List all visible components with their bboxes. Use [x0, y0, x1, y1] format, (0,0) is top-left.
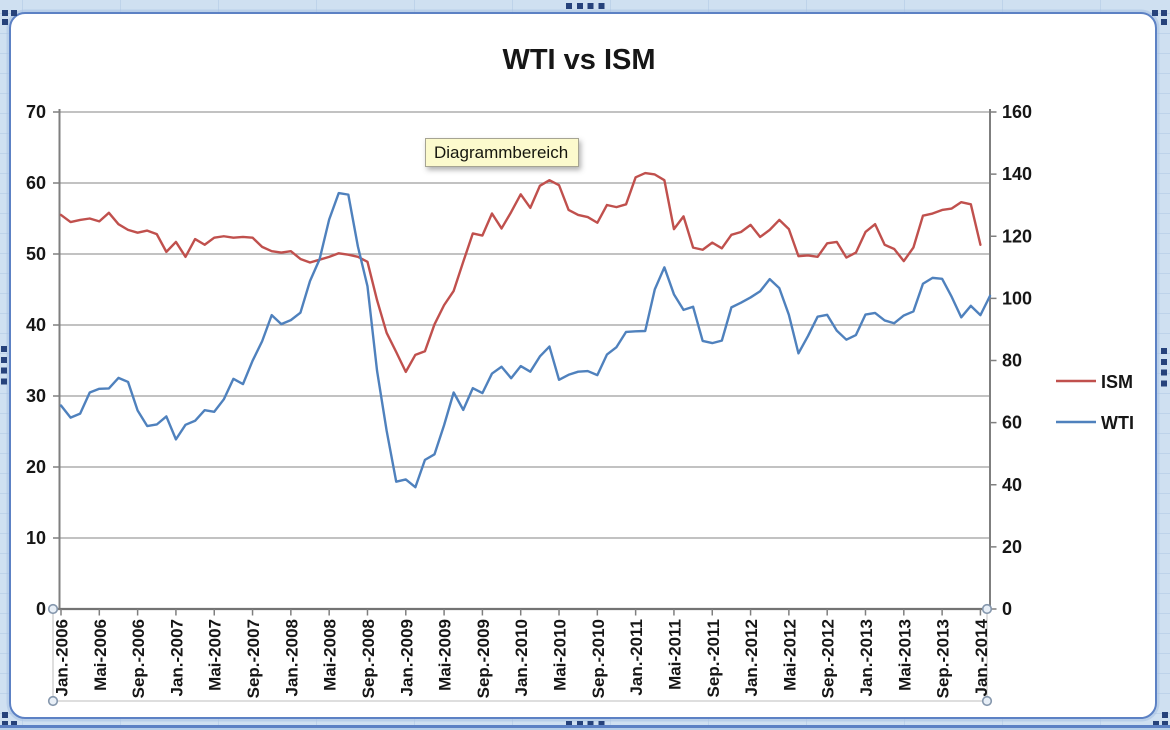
left-axis-label: 10: [26, 528, 46, 548]
object-handle-bottom-right[interactable]: [1153, 721, 1159, 727]
plot-area[interactable]: 0 10 20 30 40 50 60 70 0 20 40 60 80 100 120 140 160 Jan.…: [26, 102, 1032, 707]
x-axis-label: Mai-2009: [436, 619, 455, 691]
right-axis-label: 80: [1002, 351, 1022, 371]
right-axis-label: 140: [1002, 164, 1032, 184]
series-wti-line[interactable]: [59, 191, 992, 489]
x-axis-label: Mai-2008: [321, 619, 340, 691]
axis-selection-handle[interactable]: [47, 603, 59, 615]
object-handle-top-left[interactable]: [2, 19, 8, 25]
x-axis-label: Sep.-2012: [819, 619, 838, 698]
right-axis-label: 100: [1002, 288, 1032, 308]
axis-selection-handle[interactable]: [47, 695, 59, 707]
x-axis-label: Mai-2012: [780, 619, 799, 691]
right-axis-label: 160: [1002, 102, 1032, 122]
x-axis-label: Jan.-2011: [627, 619, 646, 696]
object-handle-bottom-left[interactable]: [11, 721, 17, 727]
legend[interactable]: ISM WTI: [1056, 372, 1134, 433]
left-axis-label: 60: [26, 173, 46, 193]
worksheet-bottom-edge: [0, 725, 1170, 730]
object-handle-right[interactable]: [1161, 348, 1167, 387]
object-handle-bottom[interactable]: [566, 721, 605, 727]
x-axis-label: Sep.-2006: [129, 619, 148, 698]
object-handle-top-right[interactable]: [1161, 19, 1167, 25]
legend-ism-label[interactable]: ISM: [1101, 372, 1133, 392]
x-axis-label: Sep.-2010: [589, 619, 608, 698]
left-axis-label: 0: [36, 599, 46, 619]
x-axis-label: Jan.-2013: [857, 619, 876, 697]
object-handle-top-left[interactable]: [11, 10, 17, 16]
chart-title[interactable]: WTI vs ISM: [502, 44, 655, 76]
right-axis-label: 20: [1002, 537, 1022, 557]
x-axis-label: Jan.-2010: [512, 619, 531, 697]
left-axis-label: 70: [26, 102, 46, 122]
axes[interactable]: [52, 109, 997, 616]
x-axis-label: Sep.-2011: [704, 619, 723, 697]
x-axis-label: Mai-2013: [895, 619, 914, 691]
tooltip-text: Diagrammbereich: [434, 143, 569, 162]
object-handle-left[interactable]: [1, 346, 7, 385]
object-handle-bottom-left[interactable]: [2, 721, 8, 727]
x-axis-label: Sep.-2009: [474, 619, 493, 698]
object-handle-bottom-right[interactable]: [1162, 712, 1168, 718]
x-axis-label: Sep.-2013: [934, 619, 953, 698]
object-handle-bottom-left[interactable]: [2, 712, 8, 718]
object-handle-top[interactable]: [566, 3, 605, 9]
object-handle-bottom-right[interactable]: [1162, 721, 1168, 727]
right-axis-label: 40: [1002, 475, 1022, 495]
x-axis-label: Sep.-2008: [359, 619, 378, 698]
x-axis-label: Mai-2010: [551, 619, 570, 691]
left-axis-label: 50: [26, 244, 46, 264]
x-axis-label: Mai-2006: [91, 619, 110, 691]
x-axis-label: Jan.-2014: [972, 618, 991, 696]
x-axis-label: Jan.-2006: [53, 619, 72, 697]
x-axis-label: Jan.-2008: [282, 619, 301, 697]
x-axis-label: Jan.-2012: [742, 619, 761, 697]
x-axis-label: Sep.-2007: [244, 619, 263, 698]
x-axis-label: Jan.-2009: [397, 619, 416, 697]
legend-wti-label[interactable]: WTI: [1101, 413, 1134, 433]
x-axis-label: Mai-2007: [206, 619, 225, 691]
right-axis-label: 120: [1002, 226, 1032, 246]
object-handle-top-left[interactable]: [2, 10, 8, 16]
series-ism-line[interactable]: [59, 171, 982, 374]
chart-area-tooltip: Diagrammbereich: [425, 138, 580, 167]
right-axis-label: 0: [1002, 599, 1012, 619]
x-axis-label: Jan.-2007: [167, 619, 186, 697]
object-handle-top-right[interactable]: [1152, 10, 1158, 16]
right-axis-label: 60: [1002, 413, 1022, 433]
object-handle-top-right[interactable]: [1161, 10, 1167, 16]
chart-object-frame[interactable]: [9, 12, 1157, 719]
axis-selection-handle[interactable]: [981, 603, 993, 615]
axis-selection-handle[interactable]: [981, 695, 993, 707]
x-axis-label: Mai-2011: [665, 619, 684, 690]
left-axis-label: 20: [26, 457, 46, 477]
left-axis-label: 40: [26, 315, 46, 335]
left-axis-label: 30: [26, 386, 46, 406]
